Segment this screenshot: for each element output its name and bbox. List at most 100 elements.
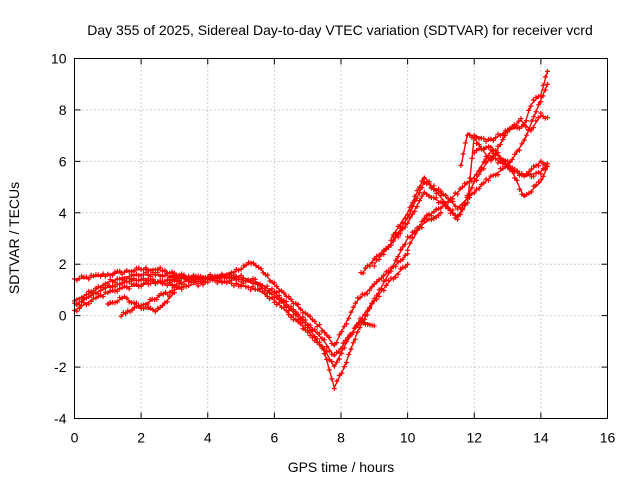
data-point: [538, 110, 544, 116]
data-point: [428, 184, 434, 190]
series-line: [406, 150, 549, 250]
data-point: [533, 118, 539, 124]
data-point: [545, 81, 551, 87]
data-point: [531, 173, 537, 179]
data-point: [383, 246, 389, 252]
data-point: [205, 279, 211, 285]
data-point: [245, 284, 251, 290]
data-point: [346, 334, 352, 340]
data-point: [91, 273, 96, 279]
data-point: [129, 277, 135, 283]
data-point: [86, 301, 92, 307]
data-point: [538, 99, 544, 105]
data-point: [143, 265, 149, 271]
data-point: [260, 283, 265, 289]
data-point: [336, 373, 342, 378]
data-point: [374, 292, 380, 298]
data-point: [329, 376, 335, 382]
data-point: [157, 265, 163, 271]
data-point: [243, 262, 249, 268]
data-point: [395, 271, 401, 277]
data-point: [271, 294, 277, 300]
data-point: [123, 311, 129, 317]
data-point: [469, 178, 475, 184]
data-point: [350, 340, 356, 346]
data-point: [538, 177, 544, 183]
data-point: [350, 304, 356, 310]
data-point: [542, 74, 548, 80]
y-tick-label: 4: [59, 205, 67, 221]
data-point: [540, 173, 546, 179]
data-point: [193, 274, 199, 280]
series-sat-5: [118, 278, 211, 319]
data-point: [530, 97, 536, 103]
data-point: [471, 150, 477, 156]
data-point: [336, 332, 342, 338]
data-point: [281, 290, 287, 296]
x-tick-label: 16: [600, 430, 616, 446]
data-point: [417, 225, 422, 231]
data-point: [238, 266, 244, 272]
data-point: [518, 116, 524, 122]
data-point: [74, 308, 80, 314]
data-point: [388, 237, 394, 243]
data-point: [219, 272, 225, 278]
data-point: [400, 219, 406, 225]
data-point: [271, 289, 277, 294]
data-point: [154, 296, 160, 302]
data-point: [352, 336, 358, 342]
data-point: [257, 285, 263, 291]
data-point: [176, 279, 182, 285]
data-point: [298, 317, 303, 323]
x-axis-label: GPS time / hours: [288, 459, 395, 475]
data-point: [438, 210, 444, 216]
data-point: [486, 144, 491, 150]
data-point: [331, 363, 337, 369]
data-point: [443, 192, 449, 198]
data-point: [326, 367, 332, 373]
data-point: [319, 336, 325, 342]
series-layer: [72, 68, 551, 391]
data-point: [474, 141, 480, 146]
data-point: [307, 327, 313, 333]
data-point: [98, 287, 104, 293]
data-point: [193, 279, 199, 285]
data-point: [533, 182, 539, 188]
data-point: [367, 287, 373, 293]
data-point: [533, 109, 539, 115]
data-point: [312, 318, 318, 324]
data-point: [200, 282, 206, 288]
data-point: [533, 170, 539, 176]
series-sat-11: [458, 68, 551, 168]
data-point: [381, 272, 387, 278]
data-point: [459, 184, 465, 190]
data-point: [500, 157, 506, 163]
data-point: [376, 256, 382, 262]
data-point: [481, 136, 487, 142]
data-point: [174, 273, 180, 279]
data-point: [352, 324, 358, 330]
data-point: [398, 230, 403, 236]
data-point: [157, 279, 163, 285]
data-point: [414, 188, 420, 194]
data-point: [538, 158, 544, 164]
data-point: [531, 114, 537, 120]
data-point: [86, 276, 92, 282]
data-point: [238, 272, 244, 278]
data-point: [400, 244, 406, 250]
data-point: [114, 299, 120, 305]
data-point: [248, 278, 254, 284]
data-point: [414, 228, 420, 233]
data-point: [186, 283, 192, 289]
data-point: [331, 386, 337, 391]
data-point: [150, 270, 156, 276]
data-point: [476, 168, 482, 174]
data-point: [126, 279, 132, 285]
data-point: [295, 316, 301, 322]
data-point: [465, 200, 471, 206]
data-point: [367, 263, 373, 269]
data-point: [393, 274, 399, 280]
data-point: [302, 327, 308, 333]
data-point: [507, 159, 513, 165]
